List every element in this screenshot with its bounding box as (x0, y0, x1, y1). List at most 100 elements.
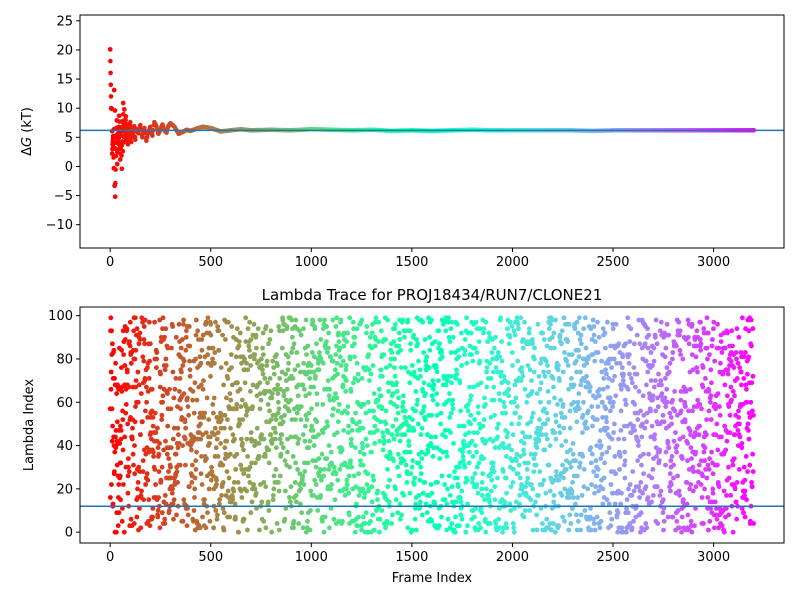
lambda-point (595, 467, 601, 472)
lambda-point (602, 330, 608, 336)
lambda-point (350, 419, 356, 425)
lambda-point (178, 345, 184, 351)
lambda-point (434, 412, 440, 418)
lambda-point (694, 365, 700, 370)
lambda-point (666, 369, 672, 375)
lambda-point (192, 380, 198, 386)
lambda-point (114, 391, 119, 396)
lambda-point (521, 441, 527, 446)
lambda-point (108, 315, 114, 321)
lambda-point (565, 363, 571, 368)
lambda-point (195, 328, 201, 334)
lambda-point (126, 469, 132, 474)
lambda-point (378, 328, 384, 334)
lambda-point (237, 330, 243, 336)
lambda-point (349, 443, 354, 448)
lambda-point (278, 451, 284, 457)
lambda-point (365, 471, 371, 477)
lambda-point (648, 378, 654, 383)
delta-g-point (112, 194, 118, 199)
lambda-point (304, 417, 310, 422)
lambda-point (193, 467, 199, 472)
delta-g-point (119, 153, 124, 158)
lambda-point (654, 454, 659, 459)
lambda-point (527, 326, 532, 332)
lambda-point (530, 337, 535, 342)
lambda-point (356, 493, 362, 498)
lambda-point (213, 319, 218, 325)
lambda-point (584, 425, 590, 431)
lambda-point (617, 454, 623, 459)
lambda-point (655, 521, 661, 526)
lambda-point (656, 371, 661, 377)
lambda-point (160, 393, 166, 399)
lambda-point (493, 365, 499, 370)
lambda-point (207, 518, 213, 524)
lambda-point (447, 391, 452, 396)
lambda-point (250, 382, 256, 388)
lambda-point (425, 432, 430, 438)
lambda-point (696, 462, 702, 468)
delta-g-point (108, 94, 114, 99)
lambda-point (702, 445, 708, 451)
lambda-point (421, 350, 426, 355)
lambda-point (578, 382, 584, 388)
lambda-trace-x-tick-label: 500 (198, 550, 223, 565)
lambda-trace-y-tick-label: 100 (48, 309, 73, 324)
lambda-point (602, 460, 607, 466)
lambda-point (522, 460, 528, 466)
lambda-point (394, 380, 399, 386)
lambda-point (484, 365, 490, 370)
lambda-point (541, 337, 547, 342)
lambda-point (430, 397, 436, 403)
lambda-point (746, 328, 752, 334)
lambda-point (439, 354, 445, 360)
lambda-point (337, 345, 343, 351)
lambda-point (518, 378, 524, 383)
lambda-point (697, 402, 703, 407)
lambda-point (677, 332, 682, 338)
lambda-point (398, 365, 404, 370)
lambda-point (170, 436, 176, 442)
lambda-trace-panel: Lambda Trace for PROJ18434/RUN7/CLONE21 … (22, 286, 785, 586)
lambda-point (360, 486, 366, 492)
lambda-point (236, 343, 242, 349)
lambda-point (171, 425, 177, 431)
lambda-point (211, 395, 217, 401)
lambda-point (132, 356, 138, 362)
lambda-point (671, 475, 676, 481)
lambda-point (418, 471, 424, 477)
lambda-point (698, 347, 704, 353)
lambda-point (226, 319, 231, 325)
lambda-point (598, 443, 604, 448)
lambda-point (585, 486, 591, 492)
lambda-point (368, 518, 373, 524)
lambda-point (622, 449, 628, 455)
lambda-point (157, 317, 163, 323)
lambda-point (276, 527, 282, 533)
lambda-point (499, 339, 504, 344)
lambda-point (173, 451, 179, 457)
lambda-point (208, 332, 214, 338)
lambda-point (546, 369, 551, 375)
lambda-point (325, 378, 331, 383)
lambda-point (383, 408, 389, 414)
lambda-point (321, 473, 326, 479)
lambda-point (448, 430, 453, 435)
lambda-point (498, 369, 504, 375)
lambda-point (532, 345, 537, 351)
delta-g-x-tick-label: 3000 (697, 255, 730, 270)
lambda-point (500, 469, 506, 474)
lambda-point (140, 419, 145, 425)
lambda-point (159, 417, 165, 422)
lambda-point (371, 408, 376, 414)
lambda-point (661, 419, 667, 425)
lambda-point (415, 397, 420, 403)
lambda-point (676, 319, 682, 325)
lambda-point (613, 471, 618, 477)
lambda-point (150, 415, 156, 420)
lambda-point (389, 432, 395, 438)
lambda-point (708, 399, 713, 405)
lambda-point (284, 386, 290, 392)
lambda-point (480, 471, 486, 477)
